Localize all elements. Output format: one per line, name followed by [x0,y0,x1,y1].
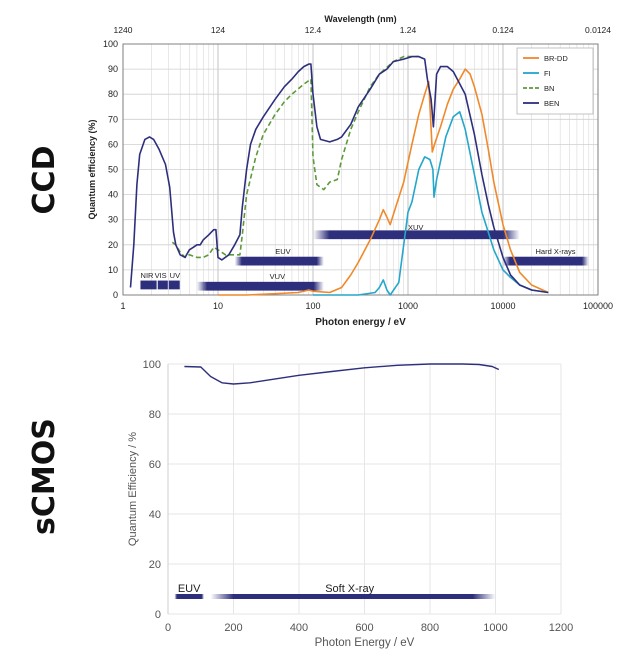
ccd-x-tick-label: 1000 [398,301,418,311]
ccd-band-euv [234,256,324,266]
scmos-y-tick-label: 60 [149,459,161,471]
ccd-band-label: UV [170,271,180,280]
ccd-y-tick-label: 0 [113,290,118,300]
ccd-band-label: Hard X-rays [536,247,576,256]
scmos-band-soft-x-ray [210,594,496,599]
ccd-band-label: VUV [270,272,285,281]
scmos-y-axis-title: Quantum Efficiency / % [127,432,139,546]
ccd-y-tick-label: 100 [103,39,118,49]
ccd-x-axis-title: Photon energy / eV [315,317,406,328]
scmos-band-label: Soft X-ray [325,583,374,595]
scmos-y-tick-label: 0 [155,609,161,621]
scmos-x-tick-label: 1000 [483,622,507,634]
ccd-y-tick-label: 60 [108,139,118,149]
ccd-x-tick-label: 1 [120,301,125,311]
ccd-series-line-fi [313,111,549,296]
scmos-band-euv [174,594,205,599]
ccd-y-tick-label: 50 [108,165,118,175]
scmos-x-axis-title: Photon Energy / eV [315,637,415,649]
ccd-top-tick-label: 124 [211,25,225,35]
scmos-x-tick-label: 200 [224,622,242,634]
ccd-legend-label: BN [544,84,554,93]
ccd-band-nir [139,280,158,290]
ccd-top-tick-label: 0.0124 [585,25,611,35]
ccd-x-tick-label: 10000 [490,301,515,311]
ccd-band-label: XUV [408,223,423,232]
ccd-series-line-br-dd [218,68,549,296]
ccd-top-axis-title: Wavelength (nm) [324,14,396,24]
ccd-legend-label: BEN [544,99,559,108]
scmos-y-tick-label: 80 [149,409,161,421]
scmos-x-tick-label: 1200 [549,622,573,634]
ccd-y-axis-title: Quantum efficiency (%) [87,119,97,219]
ccd-x-tick-label: 10 [213,301,223,311]
ccd-top-tick-label: 12.4 [305,25,322,35]
ccd-band-hard-x-rays [503,256,589,266]
ccd-band-label: NIR [141,271,155,280]
ccd-x-tick-label: 100 [305,301,320,311]
scmos-x-tick-label: 800 [421,622,439,634]
ccd-y-tick-label: 30 [108,215,118,225]
ccd-y-tick-label: 90 [108,64,118,74]
ccd-top-tick-label: 1.24 [400,25,417,35]
ccd-y-tick-label: 20 [108,240,118,250]
ccd-y-tick-label: 40 [108,190,118,200]
ccd-band-vis [157,280,169,290]
ccd-y-tick-label: 70 [108,114,118,124]
scmos-band-label: EUV [178,583,201,595]
ccd-x-tick-label: 100000 [583,301,613,311]
ccd-band-vuv [196,281,324,291]
ccd-legend-label: BR-DD [544,54,568,63]
scmos-y-tick-label: 40 [149,509,161,521]
ccd-band-label: VIS [155,271,167,280]
ccd-band-label: EUV [275,247,290,256]
scmos-x-tick-label: 400 [290,622,308,634]
ccd-top-tick-label: 0.124 [492,25,514,35]
scmos-y-tick-label: 100 [143,359,161,371]
scmos-series-line [184,363,500,385]
ccd-series-line-bn [171,55,419,259]
ccd-legend-label: FI [544,69,551,78]
ccd-y-tick-label: 10 [108,265,118,275]
scmos-y-tick-label: 20 [149,559,161,571]
scmos-x-tick-label: 0 [165,622,171,634]
ccd-series-line-ben [129,55,549,294]
scmos-x-tick-label: 600 [355,622,373,634]
ccd-top-tick-label: 1240 [114,25,133,35]
scmos-chart: 0 200 400 600 800 1000 1200 0 20 40 60 80 100 Photon … [127,359,573,649]
ccd-y-tick-label: 80 [108,89,118,99]
ccd-band-xuv [313,230,520,240]
ccd-band-uv [168,280,181,290]
